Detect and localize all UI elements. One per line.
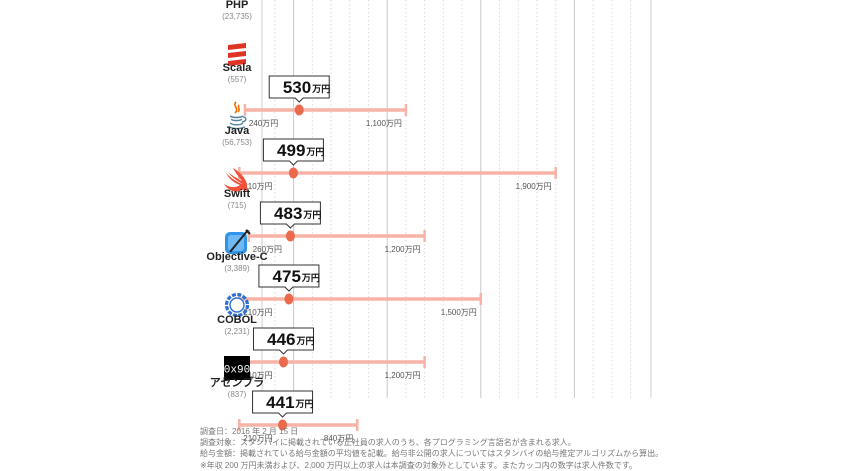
swift-icon [224,168,249,192]
note-exclusions: ※年収 200 万円未満および、2,000 万円以上の求人は本調査の対象外として… [200,460,637,470]
average-dot [288,167,298,179]
average-value: 441 [266,393,294,412]
average-callout [268,75,330,103]
language-name: Java [225,125,250,137]
average-dot [294,104,304,116]
job-count: (557) [228,75,247,84]
average-value: 475 [273,267,301,286]
average-callout [252,390,314,418]
range-min-label: 260万円 [253,245,282,254]
range-min-label: 240万円 [249,119,278,128]
average-dot [278,356,288,368]
range-min-label: 210万円 [243,434,272,443]
average-unit: 万円 [302,210,321,220]
job-count: (2,231) [224,327,250,336]
average-unit: 万円 [311,84,330,94]
row-Scala: Scala(557) 240万円 1,100万円 530 万円 [223,43,408,128]
average-dot [278,419,288,431]
job-count: (56,753) [222,138,252,147]
average-unit: 万円 [295,399,314,409]
average-callout [259,201,321,229]
chart-grid [261,0,652,398]
average-dot [285,230,295,242]
language-name: COBOL [217,314,257,326]
row-COBOL: COBOL(2,231) 210万円 1,200万円 446 万円 [217,292,426,380]
language-name: Swift [224,188,251,200]
average-callout [262,138,324,166]
row-Objective-C: Objective-C(3,389) 210万円 1,500万円 475 万円 [206,229,483,317]
job-count: (715) [228,201,247,210]
range-max-label: 1,200万円 [385,371,421,380]
average-unit: 万円 [301,273,320,283]
cobol-icon [224,292,250,318]
language-name: Objective-C [206,251,267,263]
average-value: 446 [267,330,295,349]
assembler-icon: 0x90 [224,356,250,380]
range-max-label: 1,100万円 [366,119,402,128]
language-name: PHP [226,0,249,11]
note-survey-date: 調査日：2016 年 2 月 15 日 [200,427,299,436]
job-count: (837) [228,390,247,399]
range-max-label: 1,200万円 [385,245,421,254]
scala-icon [228,43,246,66]
range-min-label: 210万円 [243,308,272,317]
footnotes: 調査日：2016 年 2 月 15 日 調査対象：スタンバイに掲載されている正社… [200,426,663,471]
average-callout [252,327,314,355]
row-Swift: Swift(715) 260万円 1,200万円 483 万円 [224,168,426,254]
row-Java: Java(56,753) 210万円 1,900万円 499 万円 [222,101,557,191]
language-name: アセンブラ [210,375,264,389]
average-value: 530 [283,78,311,97]
job-count: (23,735) [222,12,252,21]
objective-c-icon [225,229,251,254]
job-count: (3,389) [224,264,250,273]
language-name: Scala [223,62,253,74]
average-unit: 万円 [295,336,314,346]
note-survey-target: 調査対象：スタンバイに掲載されている正社員の求人のうち、各プログラミング言語名が… [200,438,576,448]
range-max-label: 1,500万円 [441,308,477,317]
java-icon [228,101,247,130]
average-callout [258,264,320,292]
note-salary-amount: 給与金額：掲載されている給与金額の平均値を記載。給与非公開の求人についてはスタン… [200,449,664,459]
range-min-label: 210万円 [243,182,272,191]
average-unit: 万円 [305,147,324,157]
average-value: 483 [274,204,302,223]
average-value: 499 [277,141,305,160]
assembler-icon-text: 0x90 [224,365,250,377]
range-max-label: 840万円 [324,434,353,443]
average-dot [284,293,294,305]
range-max-label: 1,900万円 [516,182,552,191]
row-PHP: PHP(23,735) [222,0,252,21]
range-min-label: 210万円 [243,371,272,380]
